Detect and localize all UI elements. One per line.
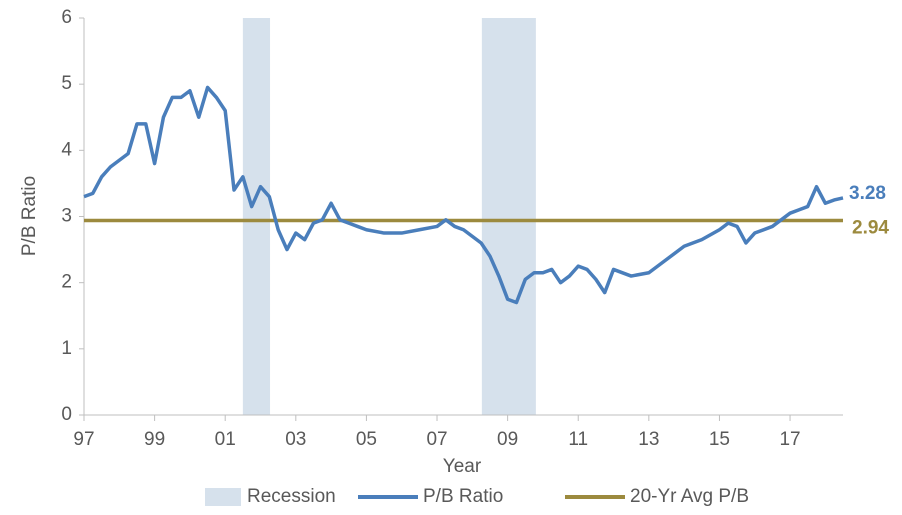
- recession-band: [242, 18, 271, 415]
- x-tick-label: 13: [638, 429, 659, 450]
- end-label: 3.28: [849, 183, 886, 204]
- legend-swatch: [205, 488, 241, 506]
- x-tick-label: 01: [215, 429, 236, 450]
- x-tick-label: 17: [779, 429, 800, 450]
- y-tick-label: 1: [61, 338, 72, 359]
- legend-label: P/B Ratio: [423, 486, 503, 507]
- x-axis-label: Year: [443, 456, 482, 477]
- recession-band: [481, 18, 536, 415]
- end-label: 2.94: [852, 217, 889, 238]
- y-tick-label: 2: [61, 272, 72, 293]
- x-tick-label: 11: [568, 429, 588, 450]
- x-tick-label: 99: [144, 429, 165, 450]
- legend-label: 20-Yr Avg P/B: [630, 486, 749, 507]
- x-tick-label: 15: [709, 429, 730, 450]
- x-tick-label: 05: [356, 429, 377, 450]
- y-tick-label: 3: [61, 206, 72, 227]
- x-tick-label: 03: [285, 429, 306, 450]
- y-tick-label: 4: [61, 139, 72, 160]
- legend-label: Recession: [247, 486, 336, 507]
- x-tick-label: 07: [426, 429, 447, 450]
- y-tick-label: 6: [61, 7, 72, 28]
- x-tick-label: 97: [73, 429, 94, 450]
- y-tick-label: 0: [61, 404, 72, 425]
- y-tick-label: 5: [61, 73, 72, 94]
- pb-line: [83, 85, 844, 305]
- y-axis-label: P/B Ratio: [19, 176, 40, 256]
- x-tick-label: 09: [497, 429, 518, 450]
